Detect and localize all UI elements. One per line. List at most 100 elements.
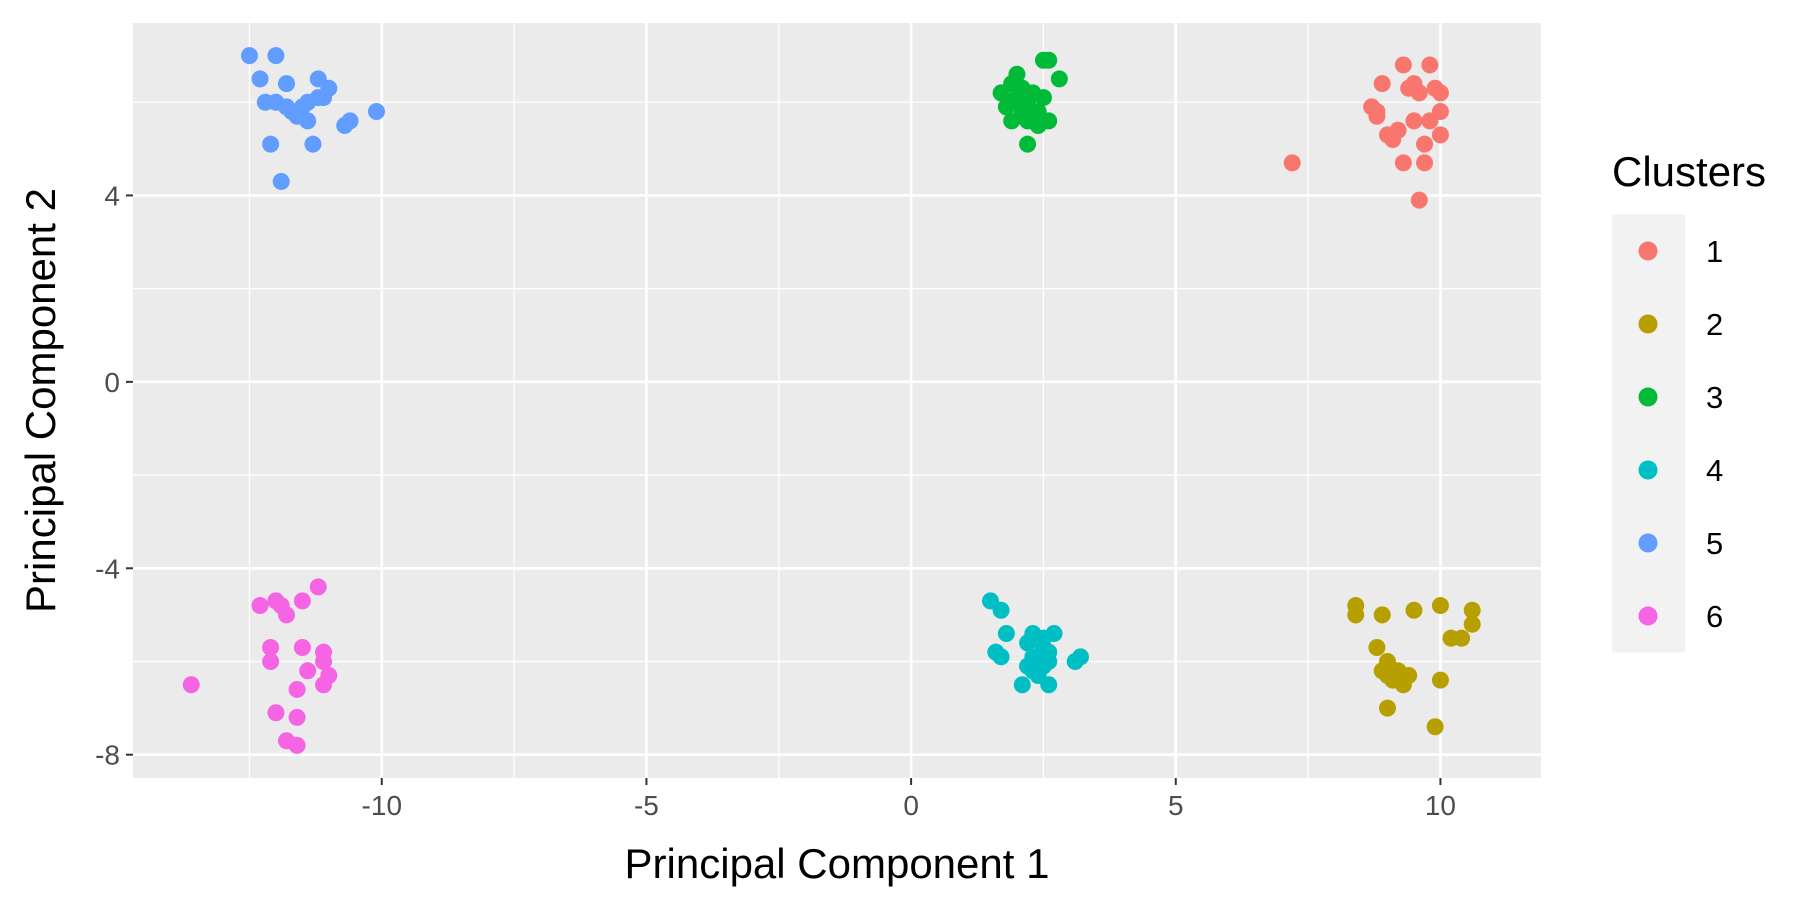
data-point-cluster-2 (1463, 601, 1481, 619)
x-tick-label: 10 (1425, 790, 1456, 821)
data-point-cluster-4 (992, 648, 1010, 666)
data-point-cluster-4 (1013, 676, 1031, 694)
legend-key-cluster-4 (1638, 460, 1658, 480)
data-point-cluster-5 (267, 47, 285, 65)
data-point-cluster-1 (1368, 103, 1386, 121)
x-axis-title: Principal Component 1 (625, 840, 1050, 887)
axes: -10 -5 0 5 10 -8 -4 0 4 (95, 180, 1456, 821)
data-point-cluster-3 (1040, 112, 1058, 130)
data-point-cluster-6 (293, 639, 311, 657)
legend-label-cluster-2: 2 (1706, 307, 1723, 342)
legend-label-cluster-6: 6 (1706, 599, 1723, 634)
data-point-cluster-3 (1019, 112, 1037, 130)
legend: Clusters 1 2 3 4 5 6 (1612, 148, 1766, 653)
data-point-cluster-2 (1453, 629, 1471, 647)
data-point-cluster-2 (1431, 671, 1449, 689)
data-point-cluster-5 (262, 135, 280, 153)
data-point-cluster-2 (1400, 666, 1418, 684)
data-point-cluster-6 (293, 592, 311, 610)
data-point-cluster-1 (1421, 56, 1439, 74)
data-point-cluster-2 (1426, 718, 1444, 736)
y-tick-label: 0 (104, 367, 120, 398)
legend-title: Clusters (1612, 148, 1766, 195)
y-tick-label: -8 (95, 740, 120, 771)
legend-label-cluster-3: 3 (1706, 380, 1723, 415)
data-point-cluster-6 (288, 736, 306, 754)
data-point-cluster-4 (992, 601, 1010, 619)
data-point-cluster-3 (1019, 135, 1037, 153)
data-point-cluster-3 (1050, 70, 1068, 88)
data-point-cluster-6 (320, 666, 338, 684)
data-point-cluster-1 (1410, 191, 1428, 209)
x-tick-label: 5 (1168, 790, 1184, 821)
x-tick-label: -10 (362, 790, 402, 821)
data-point-cluster-1 (1416, 154, 1434, 172)
data-point-cluster-6 (288, 708, 306, 726)
data-point-cluster-3 (1034, 89, 1052, 107)
data-point-cluster-4 (1019, 657, 1037, 675)
data-point-cluster-1 (1394, 154, 1412, 172)
minor-gridlines (133, 23, 1541, 778)
data-point-cluster-5 (320, 79, 338, 97)
data-point-cluster-4 (1066, 652, 1084, 670)
data-point-cluster-1 (1410, 84, 1428, 102)
plot-panel (133, 23, 1541, 778)
legend-label-cluster-4: 4 (1706, 453, 1723, 488)
data-point-cluster-1 (1373, 75, 1391, 93)
data-point-cluster-5 (304, 135, 322, 153)
data-point-cluster-6 (182, 676, 200, 694)
data-point-cluster-3 (1008, 65, 1026, 83)
legend-label-cluster-1: 1 (1706, 234, 1723, 269)
data-point-cluster-2 (1368, 639, 1386, 657)
data-point-cluster-1 (1394, 56, 1412, 74)
data-point-cluster-5 (341, 112, 359, 130)
y-tick-label: -4 (95, 553, 120, 584)
data-point-cluster-5 (278, 75, 296, 93)
data-point-cluster-1 (1431, 126, 1449, 144)
data-point-cluster-6 (262, 652, 280, 670)
data-point-cluster-2 (1373, 606, 1391, 624)
data-point-cluster-6 (299, 662, 317, 680)
data-point-cluster-5 (299, 112, 317, 130)
data-point-cluster-1 (1283, 154, 1301, 172)
data-points (182, 47, 1481, 754)
legend-label-cluster-5: 5 (1706, 526, 1723, 561)
y-axis-title: Principal Component 2 (17, 188, 64, 613)
legend-key-cluster-2 (1638, 314, 1658, 334)
data-point-cluster-1 (1431, 103, 1449, 121)
data-point-cluster-5 (272, 172, 290, 190)
data-point-cluster-6 (315, 652, 333, 670)
data-point-cluster-3 (1003, 93, 1021, 111)
data-point-cluster-6 (251, 597, 269, 615)
data-point-cluster-1 (1405, 112, 1423, 130)
data-point-cluster-5 (240, 47, 258, 65)
data-point-cluster-5 (251, 70, 269, 88)
data-point-cluster-1 (1431, 84, 1449, 102)
data-point-cluster-3 (1040, 51, 1058, 69)
y-tick-label: 4 (104, 180, 120, 211)
data-point-cluster-6 (309, 578, 327, 596)
major-gridlines (133, 23, 1541, 778)
legend-key-cluster-1 (1638, 241, 1658, 261)
x-tick-label: -5 (634, 790, 659, 821)
data-point-cluster-5 (367, 103, 385, 121)
data-point-cluster-1 (1416, 135, 1434, 153)
data-point-cluster-4 (1040, 676, 1058, 694)
data-point-cluster-6 (262, 639, 280, 657)
data-point-cluster-6 (278, 606, 296, 624)
data-point-cluster-4 (997, 625, 1015, 643)
data-point-cluster-4 (1045, 625, 1063, 643)
data-point-cluster-1 (1389, 121, 1407, 139)
legend-key-cluster-5 (1638, 533, 1658, 553)
x-tick-label: 0 (903, 790, 919, 821)
legend-items: 1 2 3 4 5 6 (1638, 234, 1723, 634)
data-point-cluster-2 (1405, 601, 1423, 619)
data-point-cluster-2 (1378, 666, 1396, 684)
data-point-cluster-4 (1040, 652, 1058, 670)
data-point-cluster-2 (1463, 615, 1481, 633)
legend-key-background (1612, 214, 1685, 653)
data-point-cluster-6 (267, 704, 285, 722)
legend-key-cluster-6 (1638, 606, 1658, 626)
data-point-cluster-6 (288, 680, 306, 698)
